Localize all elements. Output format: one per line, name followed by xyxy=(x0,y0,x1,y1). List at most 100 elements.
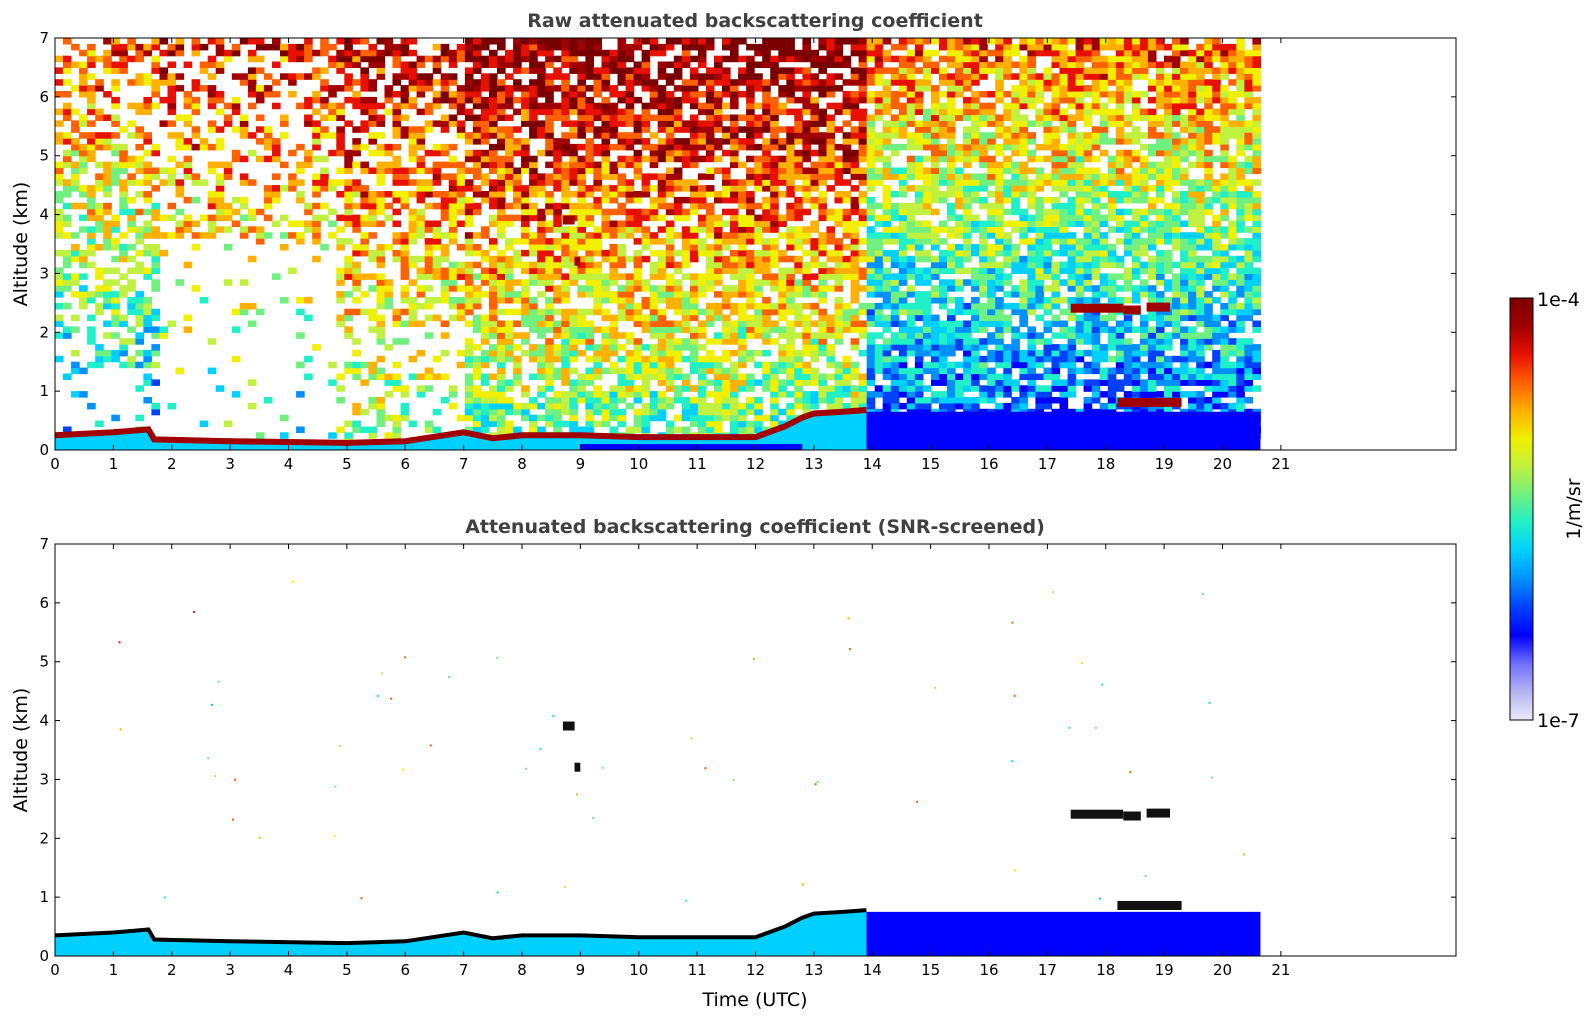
heatmap-cell xyxy=(826,126,836,133)
heatmap-cell xyxy=(794,155,803,163)
heatmap-cell xyxy=(995,402,1004,410)
heatmap-cell xyxy=(689,138,699,145)
heatmap-cell xyxy=(55,208,64,216)
heatmap-cell xyxy=(826,143,836,151)
heatmap-cell xyxy=(472,291,482,298)
heatmap-cell xyxy=(770,120,779,127)
heatmap-cell xyxy=(545,285,554,292)
heatmap-cell xyxy=(866,138,876,145)
heatmap-cell xyxy=(858,96,868,104)
heatmap-cell xyxy=(939,261,948,269)
heatmap-cell xyxy=(489,373,498,380)
heatmap-cell xyxy=(577,320,586,327)
heatmap-cell xyxy=(987,173,996,180)
heatmap-cell xyxy=(376,355,386,363)
heatmap-cell xyxy=(513,149,522,157)
heatmap-cell xyxy=(545,126,554,133)
heatmap-cell xyxy=(802,249,811,257)
heatmap-cell xyxy=(714,414,723,422)
heatmap-cell xyxy=(866,214,876,222)
heatmap-cell xyxy=(705,126,715,133)
heatmap-cell xyxy=(87,138,96,145)
heatmap-cell xyxy=(866,155,876,163)
heatmap-cell xyxy=(738,355,747,363)
heatmap-cell xyxy=(939,108,948,116)
heatmap-cell xyxy=(842,273,852,280)
heatmap-cell xyxy=(834,108,844,116)
heatmap-cell xyxy=(79,120,88,127)
heatmap-cell xyxy=(344,326,353,333)
heatmap-cell xyxy=(55,267,64,274)
heatmap-cell xyxy=(561,43,570,51)
heatmap-cell xyxy=(738,314,747,322)
heatmap-cell xyxy=(400,61,410,68)
heatmap-cell xyxy=(866,302,876,310)
heatmap-cell xyxy=(705,173,715,180)
heatmap-cell xyxy=(922,108,932,116)
heatmap-cell xyxy=(63,161,72,169)
heatmap-cell xyxy=(63,38,72,45)
heatmap-cell xyxy=(746,249,755,257)
heatmap-cell xyxy=(424,420,434,428)
heatmap-cell xyxy=(464,402,474,410)
heatmap-cell xyxy=(529,302,538,310)
heatmap-cell xyxy=(657,332,667,339)
heatmap-cell xyxy=(537,402,546,410)
heatmap-cell xyxy=(979,61,988,68)
heatmap-cell xyxy=(939,361,948,369)
heatmap-cell xyxy=(336,244,345,251)
heatmap-cell xyxy=(906,226,916,233)
heatmap-cell xyxy=(802,108,811,116)
heatmap-cell xyxy=(505,297,514,304)
heatmap-cell xyxy=(882,355,892,363)
heatmap-cell xyxy=(456,132,466,139)
heatmap-cell xyxy=(657,255,667,263)
heatmap-cell xyxy=(842,143,852,151)
heatmap-cell xyxy=(497,214,506,222)
heatmap-cell xyxy=(464,79,474,86)
heatmap-cell xyxy=(770,126,779,133)
heatmap-cell xyxy=(786,355,795,363)
heatmap-cell xyxy=(344,361,353,369)
heatmap-cell xyxy=(858,249,868,257)
heatmap-cell xyxy=(183,226,193,233)
heatmap-cell xyxy=(689,120,699,127)
heatmap-cell xyxy=(906,96,916,104)
heatmap-cell xyxy=(939,397,948,404)
heatmap-cell xyxy=(344,432,353,439)
heatmap-cell xyxy=(424,108,434,116)
heatmap-cell xyxy=(754,249,763,257)
heatmap-cell xyxy=(521,91,530,98)
heatmap-cell xyxy=(850,391,860,398)
heatmap-cell xyxy=(103,302,112,310)
heatmap-cell xyxy=(593,132,602,139)
heatmap-cell xyxy=(392,420,402,428)
heatmap-cell xyxy=(593,391,602,398)
heatmap-cell xyxy=(456,302,466,310)
heatmap-cell xyxy=(376,249,386,257)
heatmap-cell xyxy=(183,91,193,98)
heatmap-cell xyxy=(601,338,611,345)
heatmap-cell xyxy=(585,43,594,51)
heatmap-cell xyxy=(272,61,281,68)
heatmap-cell xyxy=(939,143,948,151)
heatmap-cell xyxy=(625,161,635,169)
heatmap-cell xyxy=(103,38,112,45)
heatmap-cell xyxy=(939,391,948,398)
heatmap-cell xyxy=(432,173,442,180)
heatmap-cell xyxy=(159,326,169,333)
heatmap-cell xyxy=(545,108,554,116)
heatmap-cell xyxy=(866,120,876,127)
heatmap-cell xyxy=(368,55,377,63)
heatmap-cell xyxy=(722,332,731,339)
heatmap-cell xyxy=(914,196,924,204)
heatmap-cell xyxy=(971,149,980,157)
heatmap-cell xyxy=(344,85,353,92)
heatmap-cell xyxy=(802,332,811,339)
heatmap-cell xyxy=(440,120,450,127)
heatmap-cell xyxy=(87,297,96,304)
heatmap-cell xyxy=(569,391,578,398)
heatmap-cell xyxy=(207,38,217,45)
heatmap-cell xyxy=(151,214,160,222)
heatmap-cell xyxy=(939,91,948,98)
